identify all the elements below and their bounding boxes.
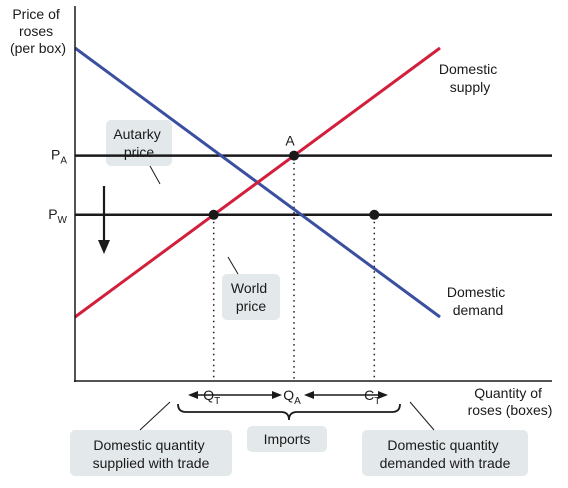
tick-label-pw-sub: W xyxy=(58,215,68,226)
world-price-text-line-2: price xyxy=(236,298,267,314)
domestic-supply-label-line-1: Domestic xyxy=(439,61,497,77)
tick-label-pw: PW xyxy=(48,206,67,226)
y-axis-title-line-1: Price of xyxy=(12,6,60,22)
arrow-qt-qa-head-left xyxy=(188,391,198,399)
x-axis-title-line-1: Quantity of xyxy=(474,385,542,401)
tick-label-ct: CT xyxy=(364,387,380,407)
x-axis-title: Quantity of roses (boxes) xyxy=(468,385,553,418)
world-price-text-line-1: World xyxy=(231,280,267,296)
autarky-price-pointer xyxy=(149,165,161,185)
world-price-pointer xyxy=(227,256,239,275)
domestic-demand-label: Domestic demand xyxy=(447,284,509,318)
world-supply-point xyxy=(208,209,219,220)
domestic-supplied-text: Domestic quantity supplied with trade xyxy=(93,437,210,471)
tick-label-qa: QA xyxy=(283,387,301,407)
imports-text: Imports xyxy=(264,431,311,447)
x-axis-title-line-2: roses (boxes) xyxy=(468,402,553,418)
domestic-supply-label: Domestic supply xyxy=(439,61,501,95)
domestic-demanded-text: Domestic quantity demanded with trade xyxy=(380,437,511,471)
domestic-supplied-text-line-2: supplied with trade xyxy=(93,455,210,471)
tick-label-ct-sub: T xyxy=(374,396,380,407)
domestic-demanded-box xyxy=(362,430,528,476)
domestic-demanded-pointer xyxy=(409,401,435,431)
arrow-qa-ct-head-left xyxy=(304,391,314,399)
y-axis-title: Price of roses (per box) xyxy=(10,6,66,56)
domestic-demand-label-line-1: Domestic xyxy=(447,284,505,300)
equilibrium-label: A xyxy=(285,133,295,149)
domestic-supply-label-line-2: supply xyxy=(450,79,490,95)
y-axis-title-line-3: (per box) xyxy=(10,40,66,56)
tick-label-pa-sub: A xyxy=(60,156,67,167)
world-price-text: World price xyxy=(231,280,271,314)
imports-box xyxy=(247,426,327,452)
domestic-supplied-box xyxy=(70,430,232,476)
domestic-demanded-text-line-1: Domestic quantity xyxy=(387,437,498,453)
tick-label-qt: QT xyxy=(203,387,220,407)
domestic-supplied-text-line-1: Domestic quantity xyxy=(93,437,204,453)
domestic-supply-curve xyxy=(74,46,441,319)
autarky-price-text-line-1: Autarky xyxy=(113,126,160,142)
domestic-supplied-pointer xyxy=(139,401,171,431)
arrow-qt-qa-head-right xyxy=(272,391,282,399)
tick-label-pa: PA xyxy=(51,147,67,167)
y-axis-title-line-2: roses xyxy=(19,23,53,39)
arrow-qa-ct-head-right xyxy=(378,391,388,399)
tick-label-qa-main: Q xyxy=(283,387,294,403)
tick-label-qt-sub: T xyxy=(214,396,220,407)
domestic-demanded-text-line-2: demanded with trade xyxy=(380,455,511,471)
price-drop-arrow-head xyxy=(98,240,110,254)
tick-label-pa-main: P xyxy=(51,147,60,163)
world-demand-point xyxy=(369,209,380,220)
autarky-price-text-line-2: price xyxy=(124,144,155,160)
tick-label-qa-sub: A xyxy=(294,396,301,407)
world-price-box xyxy=(222,274,280,320)
tick-label-pw-main: P xyxy=(48,206,57,222)
domestic-demand-label-line-2: demand xyxy=(453,302,504,318)
equilibrium-point-a xyxy=(289,150,299,161)
autarky-price-text: Autarky price xyxy=(113,126,164,160)
imports-brace xyxy=(177,403,401,421)
